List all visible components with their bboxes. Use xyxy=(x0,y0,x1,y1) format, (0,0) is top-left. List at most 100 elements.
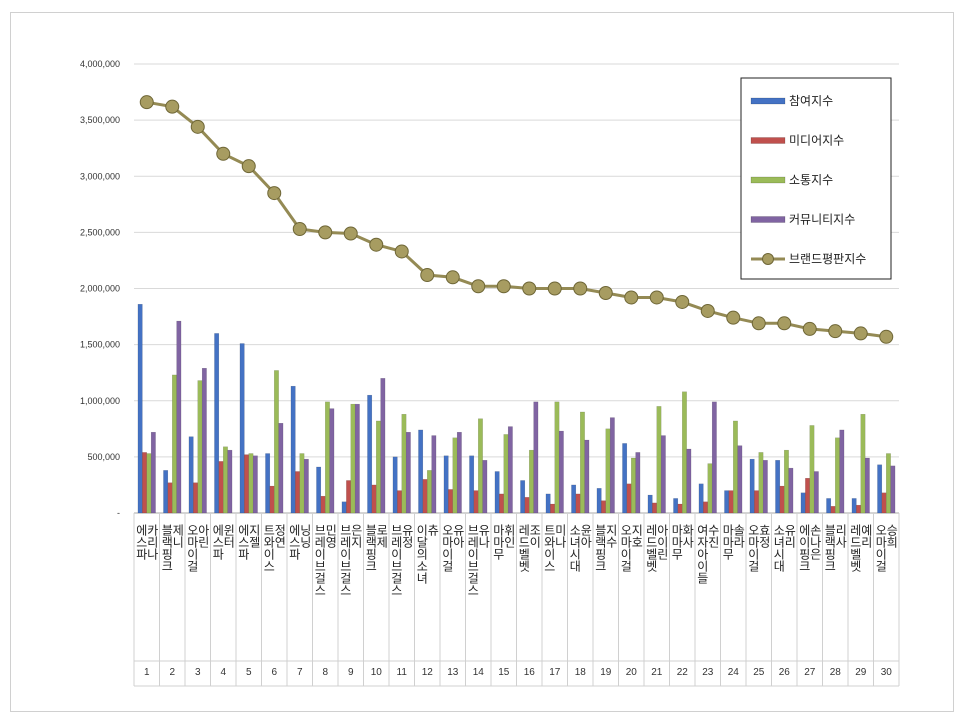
category-number: 21 xyxy=(651,667,663,678)
category-label: 정연 xyxy=(273,524,287,548)
brand-index-point xyxy=(700,303,715,318)
brand-index-point xyxy=(828,324,843,339)
bar-4 xyxy=(176,320,182,514)
bar-1 xyxy=(749,458,755,514)
bar-3 xyxy=(784,449,789,514)
category-label: 브레이브걸스 xyxy=(466,524,480,596)
category-label: 수진 xyxy=(706,524,720,548)
category-number: 1 xyxy=(144,667,150,678)
bar-4 xyxy=(150,431,156,514)
bar-3 xyxy=(376,420,381,514)
category-label: 에스파 xyxy=(134,524,148,560)
brand-index-point xyxy=(216,146,231,161)
category-number: 14 xyxy=(473,667,485,678)
category-label: 트와이스 xyxy=(542,524,556,572)
brand-index-point xyxy=(649,290,664,305)
bar-2 xyxy=(881,492,887,514)
category-number: 10 xyxy=(371,667,383,678)
category-number: 9 xyxy=(348,667,354,678)
bar-2 xyxy=(779,485,785,514)
bar-1 xyxy=(443,455,449,514)
bar-4 xyxy=(329,408,335,514)
bar-1 xyxy=(367,394,373,514)
category-label: 에스파 xyxy=(236,524,250,560)
bar-4 xyxy=(380,378,386,514)
brand-index-line xyxy=(139,95,894,344)
category-label: 레드벨벳 xyxy=(848,524,862,572)
y-axis: 4,000,000 3,500,000 3,000,000 2,500,000 2,00… xyxy=(80,59,120,518)
legend-swatch xyxy=(750,97,786,105)
bar-4 xyxy=(278,423,284,514)
category-number: 4 xyxy=(220,667,226,678)
bar-2 xyxy=(244,454,249,514)
bar-3 xyxy=(197,380,203,514)
category-label: 블랙핑크 xyxy=(160,524,174,572)
category-label: 브레이브걸스 xyxy=(338,524,352,596)
category-label: 블랙핑크 xyxy=(364,524,378,572)
brand-index-point xyxy=(598,285,613,300)
bar-1 xyxy=(775,460,781,514)
bar-4 xyxy=(660,435,666,514)
bar-1 xyxy=(418,429,424,514)
bar-3 xyxy=(554,401,560,514)
bar-2 xyxy=(805,478,810,514)
brand-index-point xyxy=(802,321,817,336)
brand-reputation-chart: 4,000,000 3,500,000 3,000,000 2,500,000 2,00… xyxy=(80,59,900,687)
category-label: 유아 xyxy=(451,524,465,548)
category-label: 에이핑크 xyxy=(797,524,811,572)
category-label: 지호 xyxy=(630,524,644,548)
bar-1 xyxy=(877,464,883,514)
category-number: 28 xyxy=(830,667,842,678)
bar-2 xyxy=(728,490,734,514)
bar-3 xyxy=(172,374,177,514)
category-label: 민영 xyxy=(324,524,338,548)
bar-3 xyxy=(325,401,330,514)
bar-3 xyxy=(427,470,432,514)
category-number: 29 xyxy=(855,667,867,678)
bar-3 xyxy=(656,406,662,514)
brand-index-point xyxy=(675,294,690,309)
category-label: 마마무 xyxy=(491,524,505,560)
brand-index-point xyxy=(165,99,180,114)
bar-4 xyxy=(584,439,590,514)
bar-2 xyxy=(320,495,326,514)
bar-4 xyxy=(839,429,845,514)
bar-2 xyxy=(652,502,657,514)
bar-2 xyxy=(218,461,224,514)
category-label: 로제 xyxy=(375,524,389,548)
category-label: 유나 xyxy=(477,524,491,548)
category-label: 유정 xyxy=(400,524,414,548)
category-label: 브레이브걸스 xyxy=(389,524,403,596)
category-number: 12 xyxy=(422,667,434,678)
brand-index-point xyxy=(624,290,639,305)
category-number: 2 xyxy=(169,667,175,678)
x-axis: 에스파카리나1블랙핑크제니2오마이걸아린3에스파윈터4에스파지젤5트와이스정연6… xyxy=(133,513,900,687)
bar-1 xyxy=(494,471,500,514)
bar-4 xyxy=(686,448,692,514)
bar-4 xyxy=(227,449,233,514)
category-number: 5 xyxy=(246,667,252,678)
category-label: 오마이걸 xyxy=(874,524,888,572)
category-label: 오마이걸 xyxy=(440,524,454,572)
bar-2 xyxy=(703,501,708,514)
category-label: 손나은 xyxy=(808,524,822,560)
bar-1 xyxy=(698,483,704,514)
category-label: 에스파 xyxy=(211,524,225,560)
bar-3 xyxy=(299,453,305,514)
category-label: 효정 xyxy=(757,524,771,548)
bar-4 xyxy=(609,417,615,514)
category-label: 오마이걸 xyxy=(746,524,760,572)
bar-3 xyxy=(248,453,254,514)
bar-1 xyxy=(265,453,271,514)
brand-index-point xyxy=(318,225,333,240)
category-label: 아린 xyxy=(196,524,210,548)
bar-3 xyxy=(503,434,509,514)
legend-label: 커뮤니티지수 xyxy=(789,213,855,227)
category-label: 윤아 xyxy=(579,524,593,548)
category-label: 에스파 xyxy=(287,524,301,560)
bar-4 xyxy=(405,431,411,514)
category-label: 조이 xyxy=(528,524,542,548)
bar-2 xyxy=(575,493,581,514)
legend-swatch xyxy=(750,176,786,184)
bar-4 xyxy=(533,401,539,514)
